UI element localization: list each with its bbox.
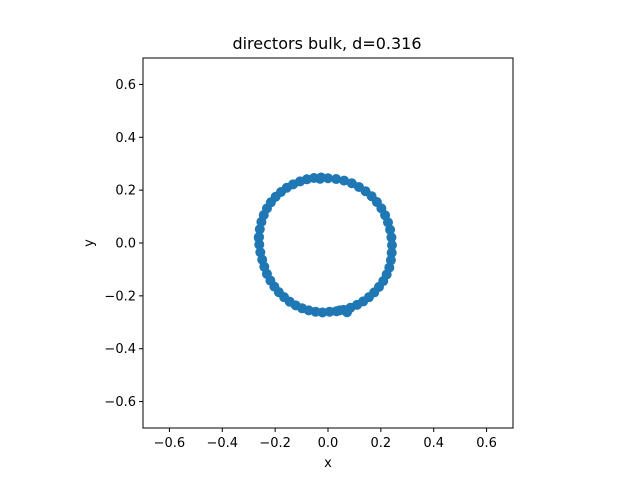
x-tick-label: 0.0 bbox=[318, 436, 339, 451]
x-tick-label: 0.6 bbox=[476, 436, 497, 451]
y-tick-label: −0.2 bbox=[104, 289, 136, 304]
data-point bbox=[386, 240, 397, 251]
data-point bbox=[385, 224, 396, 235]
data-point bbox=[342, 307, 353, 318]
data-point bbox=[386, 232, 397, 243]
x-tick-label: −0.2 bbox=[259, 436, 291, 451]
data-point bbox=[255, 247, 266, 258]
x-tick-label: −0.4 bbox=[206, 436, 238, 451]
x-tick-label: 0.2 bbox=[371, 436, 392, 451]
y-tick-label: −0.4 bbox=[104, 342, 136, 357]
y-tick-label: 0.6 bbox=[115, 78, 136, 93]
x-tick-label: 0.4 bbox=[423, 436, 444, 451]
data-point bbox=[315, 173, 326, 184]
data-point bbox=[331, 174, 342, 185]
data-point bbox=[253, 232, 264, 243]
y-axis-label: y bbox=[82, 239, 97, 247]
y-tick-label: −0.6 bbox=[104, 395, 136, 410]
plot-frame bbox=[142, 57, 514, 429]
x-axis-label: x bbox=[324, 456, 332, 471]
y-tick-label: 0.0 bbox=[115, 237, 136, 252]
y-tick-label: 0.2 bbox=[115, 184, 136, 199]
y-axis-ticks: −0.6 −0.4 −0.2 0.0 0.2 0.4 0.6 bbox=[104, 78, 143, 410]
chart-title: directors bulk, d=0.316 bbox=[232, 34, 421, 53]
data-point bbox=[339, 175, 350, 186]
data-points bbox=[253, 172, 397, 318]
data-point bbox=[386, 247, 397, 258]
x-tick-label: −0.6 bbox=[154, 436, 186, 451]
y-tick-label: 0.4 bbox=[115, 131, 136, 146]
x-axis-ticks: −0.6 −0.4 −0.2 0.0 0.2 0.4 0.6 bbox=[154, 428, 497, 451]
